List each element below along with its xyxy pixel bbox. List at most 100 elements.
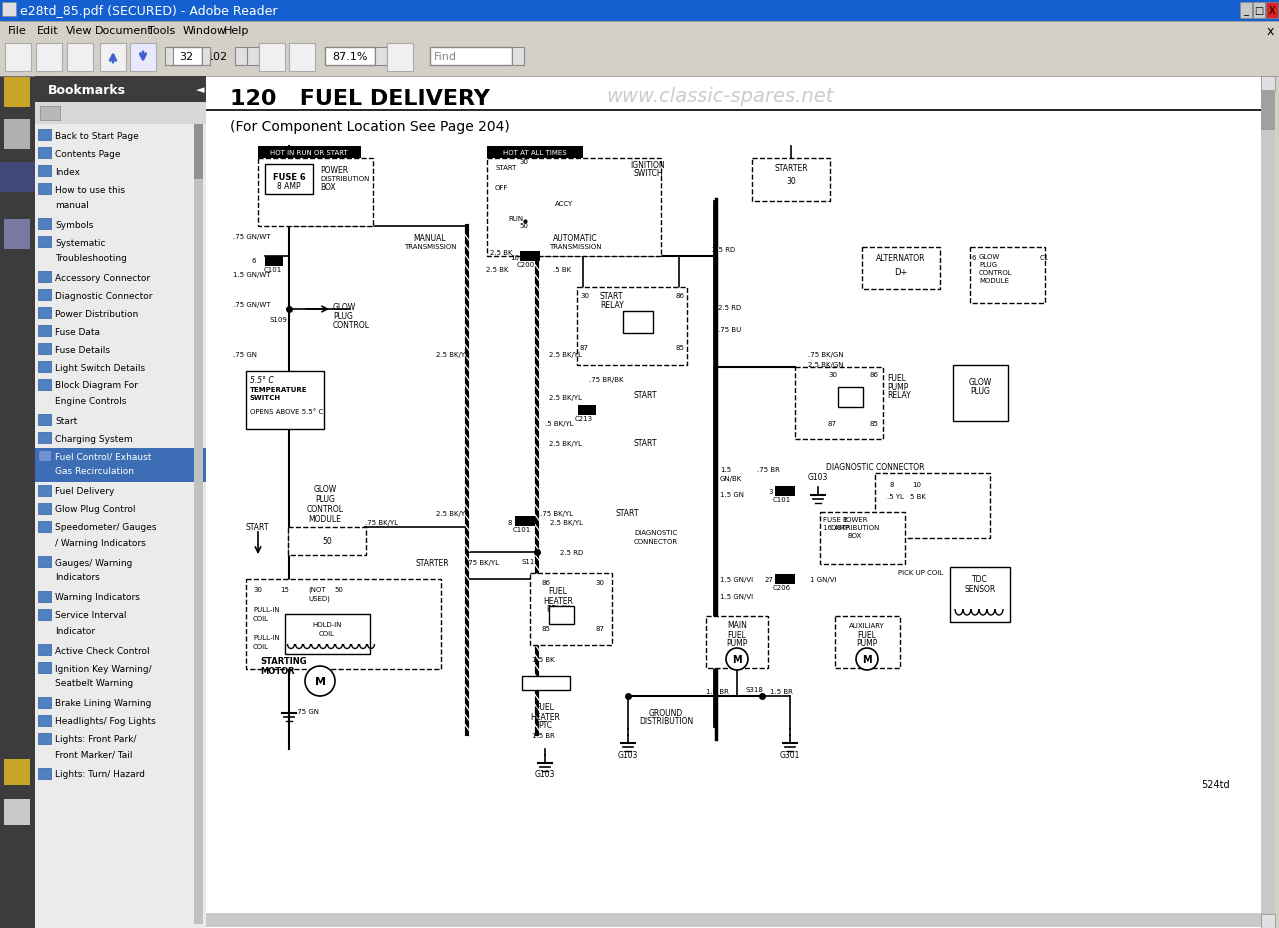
Text: Lights: Turn/ Hazard: Lights: Turn/ Hazard — [55, 769, 145, 779]
Text: 8 AMP: 8 AMP — [278, 181, 301, 190]
Bar — [194, 125, 203, 924]
Text: C101: C101 — [263, 266, 283, 273]
Text: HOLD-IN: HOLD-IN — [312, 622, 341, 627]
Text: □: □ — [1255, 6, 1264, 16]
Text: Find: Find — [434, 52, 457, 62]
Text: C101: C101 — [513, 526, 531, 533]
Text: TEMPERATURE: TEMPERATURE — [249, 387, 307, 393]
Text: 2.5 RD: 2.5 RD — [718, 304, 742, 311]
Bar — [130, 44, 156, 72]
Text: OFF: OFF — [495, 185, 508, 191]
Text: 15: 15 — [280, 586, 289, 592]
Bar — [0, 22, 1279, 40]
Text: S110: S110 — [521, 559, 538, 564]
Bar — [194, 125, 203, 180]
Text: ALTERNATOR: ALTERNATOR — [876, 253, 926, 263]
Bar — [838, 388, 863, 407]
Bar — [4, 799, 29, 825]
Bar — [4, 120, 29, 149]
Bar — [835, 616, 900, 668]
Text: HOT IN RUN OR START: HOT IN RUN OR START — [270, 149, 348, 156]
Text: 1.5 GN: 1.5 GN — [720, 492, 744, 497]
Circle shape — [726, 649, 748, 670]
Bar — [35, 77, 206, 103]
Bar — [38, 432, 51, 444]
Text: .75 BR: .75 BR — [757, 467, 780, 472]
Text: SWITCH: SWITCH — [249, 394, 281, 401]
Text: Seatbelt Warning: Seatbelt Warning — [55, 678, 133, 688]
Text: 2.5 BK/YL: 2.5 BK/YL — [550, 520, 583, 525]
Text: MOTOR: MOTOR — [260, 665, 294, 675]
Text: AUXILIARY: AUXILIARY — [849, 623, 885, 628]
Text: X: X — [1269, 6, 1275, 16]
Bar — [578, 406, 596, 416]
Bar — [38, 644, 51, 655]
Bar — [530, 574, 611, 645]
Bar — [875, 473, 990, 538]
Bar — [247, 48, 260, 66]
Text: PUMP: PUMP — [726, 638, 748, 648]
Bar — [265, 165, 313, 195]
Bar — [0, 0, 1279, 22]
Bar — [1261, 77, 1275, 91]
Text: 1.5: 1.5 — [720, 467, 732, 472]
Text: _: _ — [1243, 6, 1248, 16]
Text: FUEL: FUEL — [728, 630, 747, 638]
Bar — [38, 290, 51, 301]
Bar — [38, 733, 51, 744]
Text: BOX: BOX — [320, 182, 335, 191]
Text: MANUAL: MANUAL — [413, 233, 446, 242]
Bar — [285, 614, 370, 654]
Text: Indicator: Indicator — [55, 625, 95, 635]
Bar — [38, 485, 51, 496]
Text: Glow Plug Control: Glow Plug Control — [55, 505, 136, 514]
Text: START: START — [615, 509, 638, 518]
Text: C213: C213 — [576, 416, 593, 421]
Text: 6: 6 — [972, 254, 976, 261]
Text: 102: 102 — [206, 52, 228, 62]
Bar — [969, 248, 1045, 303]
Text: / Warning Indicators: / Warning Indicators — [55, 538, 146, 547]
Bar — [752, 159, 830, 201]
Text: FUEL: FUEL — [857, 630, 876, 638]
Text: DISTRIBUTION: DISTRIBUTION — [830, 524, 880, 531]
Bar — [258, 159, 373, 226]
Bar — [38, 272, 51, 283]
Bar — [4, 759, 29, 785]
Text: C101: C101 — [773, 496, 792, 502]
Text: 5.5° C: 5.5° C — [249, 375, 274, 384]
Text: 30: 30 — [787, 176, 796, 186]
Bar — [288, 527, 366, 555]
Bar — [950, 567, 1010, 623]
Text: 85: 85 — [677, 344, 684, 351]
Text: manual: manual — [55, 200, 88, 210]
Bar — [4, 162, 29, 193]
Text: RELAY: RELAY — [546, 605, 570, 613]
Text: IGNITION: IGNITION — [631, 161, 665, 169]
Text: Service Interval: Service Interval — [55, 611, 127, 620]
Text: 2.5 RD: 2.5 RD — [560, 549, 583, 555]
Bar — [375, 48, 388, 66]
Bar — [325, 48, 375, 66]
Text: M: M — [315, 677, 325, 687]
Bar — [1266, 3, 1278, 19]
Text: TRANSMISSION: TRANSMISSION — [404, 244, 457, 250]
Text: COIL: COIL — [318, 630, 335, 637]
Text: 87: 87 — [595, 625, 604, 631]
Bar — [38, 450, 51, 461]
Text: GLOW: GLOW — [333, 303, 357, 311]
Text: Fuel Delivery: Fuel Delivery — [55, 487, 114, 496]
Text: BOX: BOX — [848, 533, 862, 538]
Text: G103: G103 — [808, 473, 829, 482]
Text: .75 GN/WT: .75 GN/WT — [233, 302, 270, 308]
Bar — [1261, 914, 1275, 928]
Text: 1.5 GN/VI: 1.5 GN/VI — [720, 593, 753, 599]
Circle shape — [304, 666, 335, 696]
Text: 2.5 BK: 2.5 BK — [486, 266, 509, 273]
Text: G103: G103 — [535, 769, 555, 779]
Bar — [246, 371, 324, 430]
Text: 16 AMP: 16 AMP — [822, 524, 849, 531]
Text: TRANSMISSION: TRANSMISSION — [549, 244, 601, 250]
Bar — [0, 40, 1279, 77]
Text: 87: 87 — [579, 344, 590, 351]
